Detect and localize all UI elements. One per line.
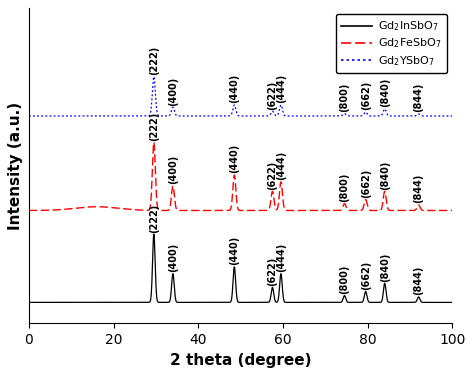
Legend: Gd$_2$InSbO$_7$, Gd$_2$FeSbO$_7$, Gd$_2$YSbO$_7$: Gd$_2$InSbO$_7$, Gd$_2$FeSbO$_7$, Gd$_2$… <box>336 14 447 73</box>
X-axis label: 2 theta (degree): 2 theta (degree) <box>170 353 311 368</box>
Text: (440): (440) <box>229 74 239 103</box>
Text: (444): (444) <box>276 74 286 103</box>
Text: (622): (622) <box>267 256 277 286</box>
Text: (800): (800) <box>339 173 349 202</box>
Text: (440): (440) <box>229 144 239 173</box>
Text: (400): (400) <box>168 76 178 106</box>
Text: (800): (800) <box>339 83 349 112</box>
Text: (444): (444) <box>276 151 286 180</box>
Text: (622): (622) <box>267 80 277 110</box>
Y-axis label: Intensity (a.u.): Intensity (a.u.) <box>9 102 23 230</box>
Text: (662): (662) <box>361 169 371 198</box>
Text: (844): (844) <box>414 83 424 112</box>
Text: (400): (400) <box>168 243 178 272</box>
Text: (222): (222) <box>149 112 159 141</box>
Text: (844): (844) <box>414 266 424 296</box>
Text: (840): (840) <box>380 78 390 107</box>
Text: (222): (222) <box>149 203 159 232</box>
Text: (400): (400) <box>168 155 178 184</box>
Text: (800): (800) <box>339 265 349 294</box>
Text: (662): (662) <box>361 261 371 290</box>
Text: (662): (662) <box>361 81 371 111</box>
Text: (840): (840) <box>380 252 390 282</box>
Text: (222): (222) <box>149 46 159 75</box>
Text: (844): (844) <box>414 174 424 203</box>
Text: (840): (840) <box>380 161 390 190</box>
Text: (440): (440) <box>229 236 239 265</box>
Text: (444): (444) <box>276 243 286 272</box>
Text: (622): (622) <box>267 161 277 190</box>
